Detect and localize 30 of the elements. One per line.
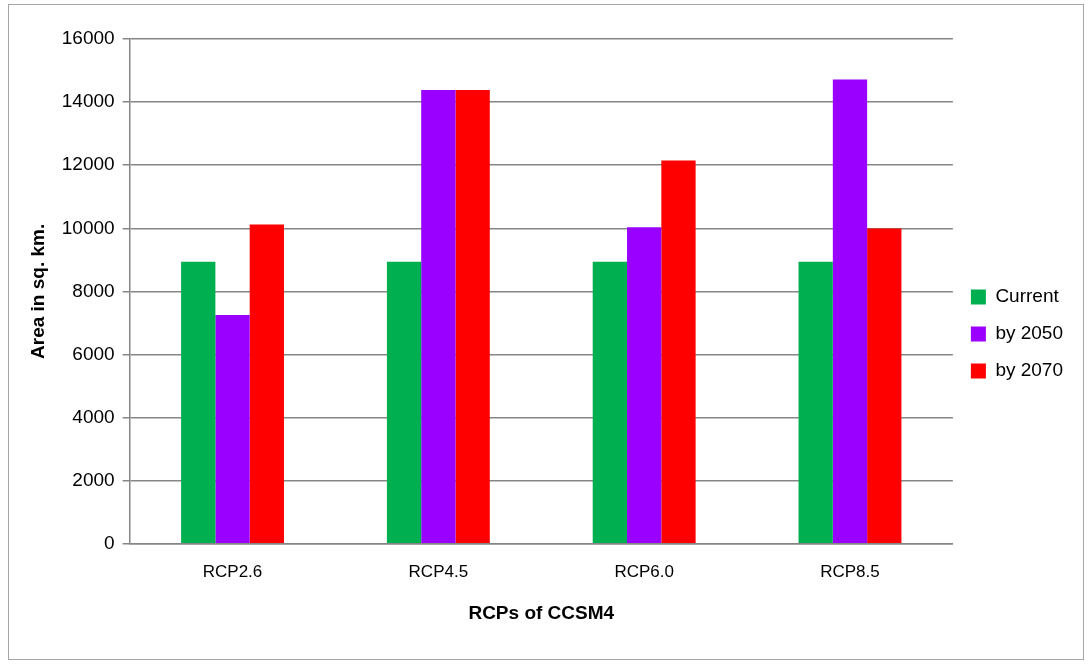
y-tick-label: 2000: [72, 468, 115, 490]
y-tick-label: 8000: [72, 279, 115, 301]
bar: [661, 160, 696, 544]
x-tick-label: RCP2.6: [202, 561, 263, 581]
bar: [592, 261, 628, 544]
bar: [627, 227, 662, 544]
y-tick-label: 14000: [61, 90, 115, 112]
y-tick-label: 6000: [72, 342, 115, 364]
bar: [249, 224, 284, 544]
bar: [386, 261, 422, 544]
y-tick-label: 0: [104, 532, 115, 554]
legend-label: by 2050: [995, 322, 1064, 344]
bar: [421, 90, 456, 544]
x-tick-label: RCP4.5: [408, 561, 469, 581]
y-tick-label: 12000: [61, 153, 115, 175]
bar: [867, 228, 902, 544]
y-tick-label: 16000: [61, 27, 115, 49]
bar: [798, 261, 833, 544]
bar: [215, 315, 250, 544]
x-tick-label: RCP8.5: [820, 561, 880, 581]
x-axis-title: RCPs of CCSM4: [468, 601, 615, 623]
bar: [455, 90, 490, 544]
bar: [832, 79, 868, 544]
x-tick-label: RCP6.0: [614, 561, 674, 581]
y-tick-label: 10000: [61, 216, 115, 238]
y-tick-label: 4000: [72, 405, 115, 427]
bar: [181, 261, 216, 544]
y-axis-title: Area in sq. km.: [26, 223, 48, 359]
legend-label: by 2070: [995, 359, 1064, 381]
legend-label: Current: [995, 285, 1060, 307]
